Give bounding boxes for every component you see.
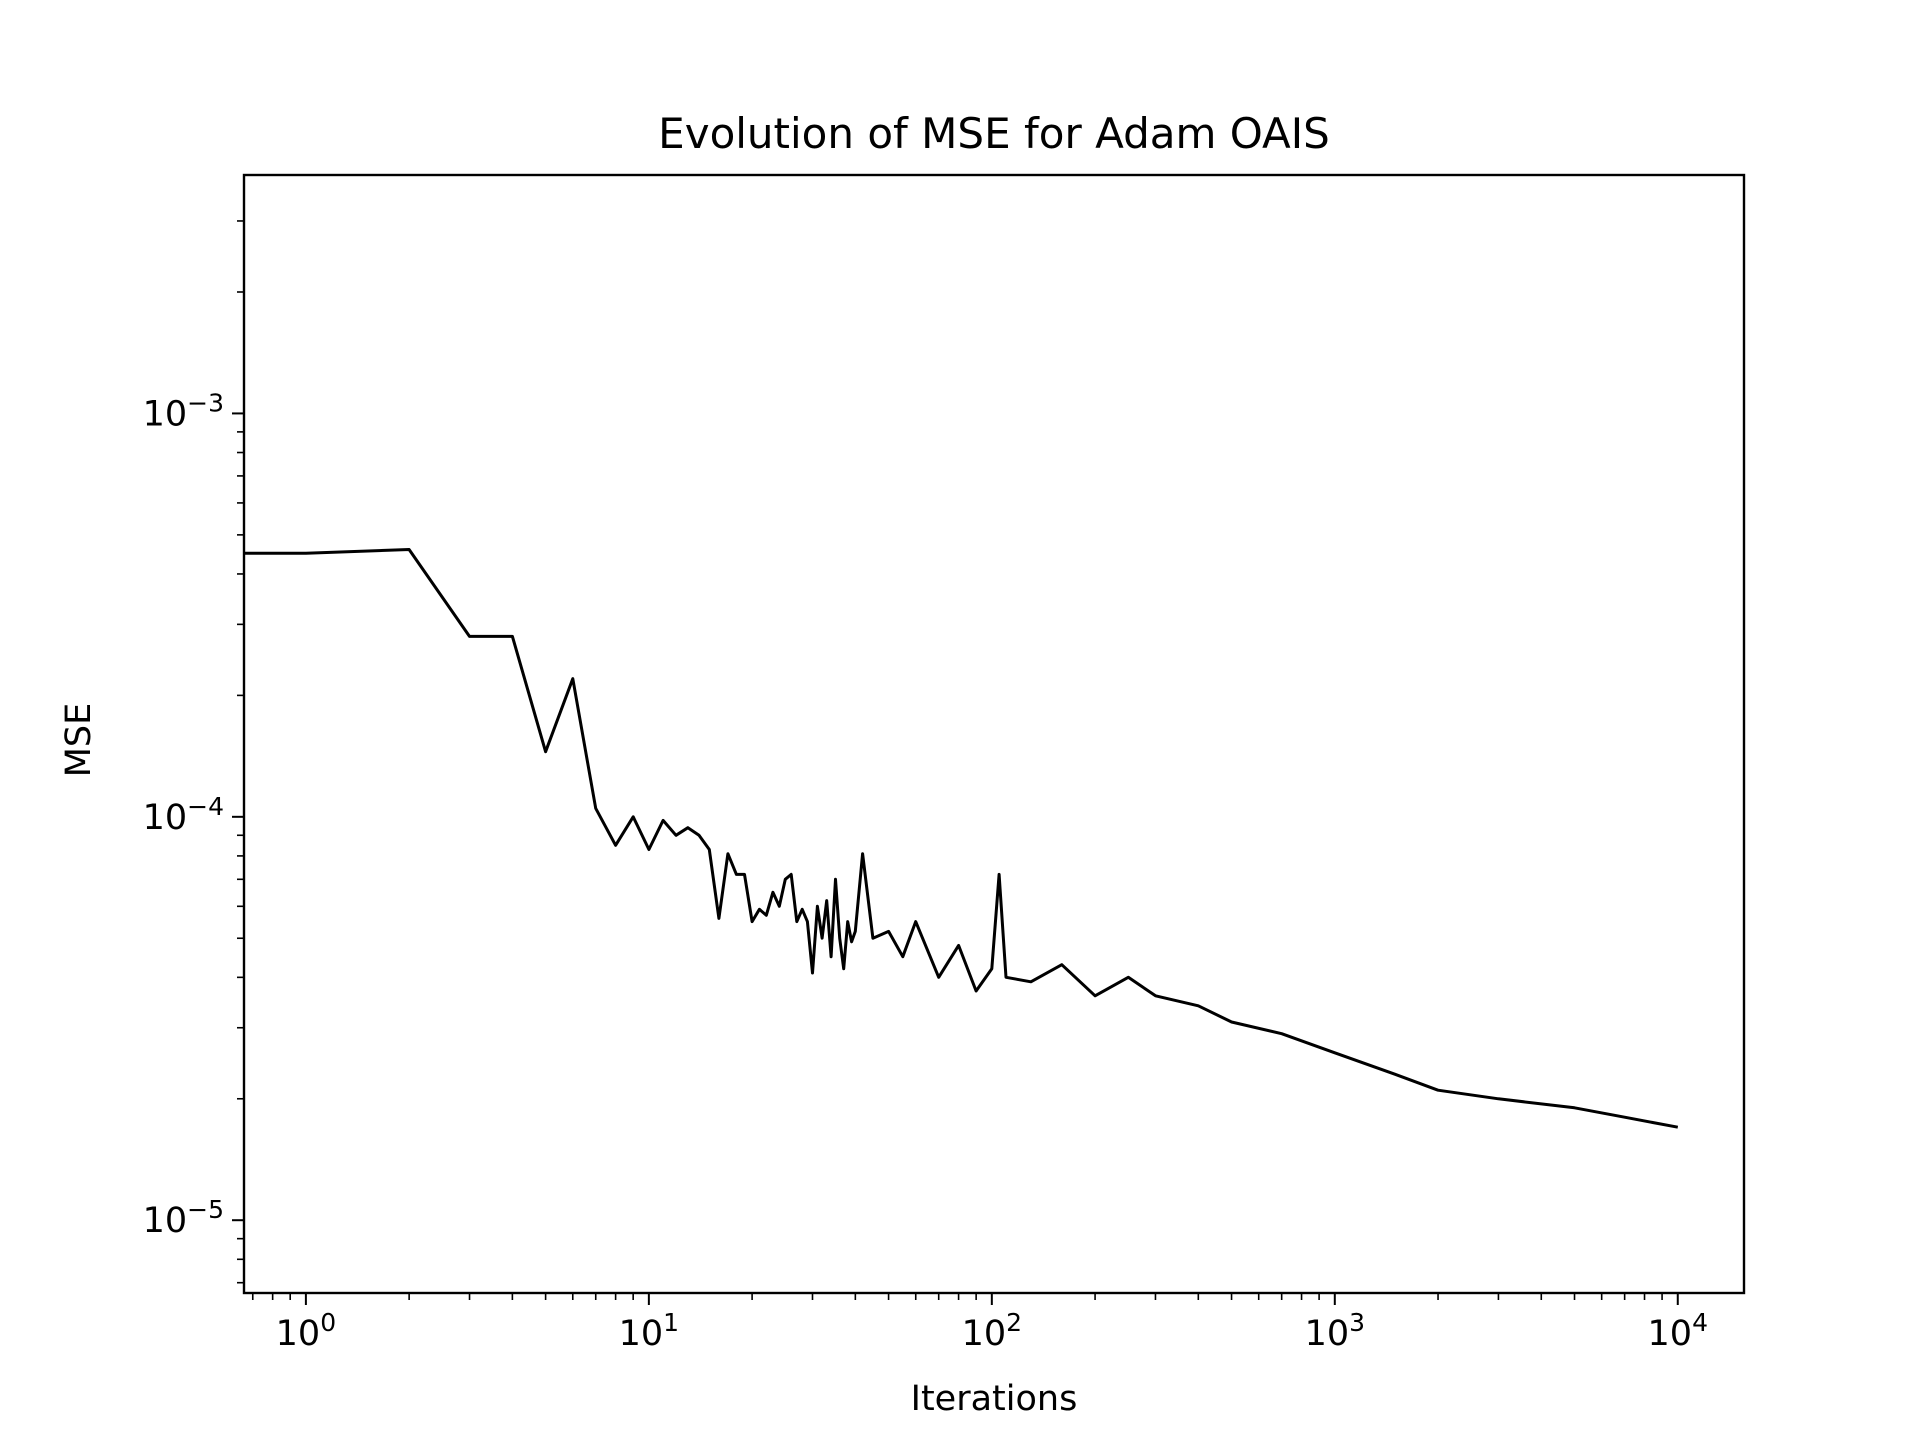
y-tick-exponent: −5 bbox=[187, 1195, 224, 1224]
x-tick-base: 10 bbox=[1305, 1314, 1350, 1354]
x-tick-label: 104 bbox=[1648, 1308, 1708, 1354]
x-tick-exponent: 1 bbox=[663, 1308, 679, 1337]
x-tick-label: 101 bbox=[619, 1308, 679, 1354]
y-axis-title: MSE bbox=[59, 703, 99, 778]
x-tick-base: 10 bbox=[1648, 1314, 1693, 1354]
x-axis-title: Iterations bbox=[911, 1379, 1078, 1419]
x-tick-label: 102 bbox=[962, 1308, 1022, 1354]
y-tick-base: 10 bbox=[143, 1201, 188, 1241]
y-ticks: 10−510−410−3 bbox=[143, 220, 244, 1284]
x-tick-exponent: 2 bbox=[1006, 1308, 1022, 1337]
y-tick-exponent: −3 bbox=[187, 388, 224, 417]
x-tick-exponent: 4 bbox=[1692, 1308, 1708, 1337]
y-tick-base: 10 bbox=[143, 798, 188, 838]
y-tick-exponent: −4 bbox=[187, 792, 224, 821]
x-tick-exponent: 3 bbox=[1349, 1308, 1365, 1337]
x-tick-label: 100 bbox=[276, 1308, 336, 1354]
plot-frame bbox=[242, 173, 1746, 1295]
y-tick-base: 10 bbox=[143, 394, 188, 434]
x-tick-base: 10 bbox=[962, 1314, 1007, 1354]
y-tick-label: 10−5 bbox=[143, 1195, 224, 1241]
x-tick-exponent: 0 bbox=[320, 1308, 336, 1337]
y-tick-label: 10−3 bbox=[143, 388, 224, 434]
plot-series bbox=[244, 548, 1679, 1129]
chart-title: Evolution of MSE for Adam OAIS bbox=[658, 109, 1330, 158]
x-tick-label: 103 bbox=[1305, 1308, 1365, 1354]
x-tick-base: 10 bbox=[276, 1314, 321, 1354]
y-tick-label: 10−4 bbox=[143, 792, 224, 838]
x-ticks: 100 101 102 103 104 bbox=[251, 1293, 1708, 1354]
x-tick-base: 10 bbox=[619, 1314, 664, 1354]
mse-series-line-0 bbox=[244, 548, 1679, 1129]
